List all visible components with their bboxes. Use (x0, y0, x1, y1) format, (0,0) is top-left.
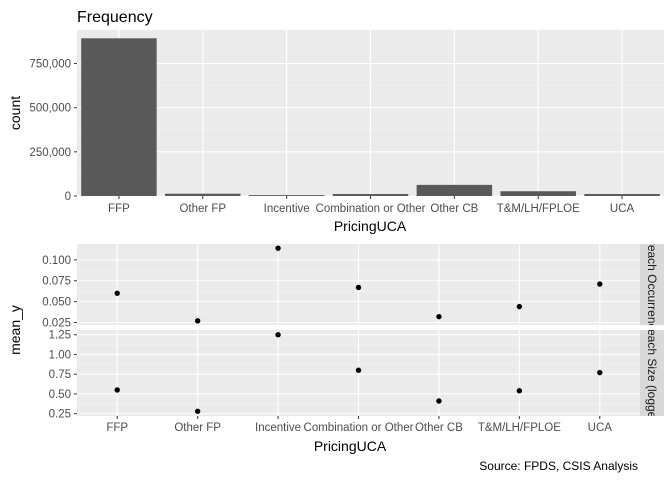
scatter-y-tick-label: 0.100 (42, 255, 71, 267)
scatter-y-tick-label: 0.75 (49, 369, 71, 381)
bar-Combination or Other (332, 194, 409, 196)
facet-strip-top-label: Breach Occurrence (645, 233, 659, 337)
scatter-x-tick-label: Other FP (174, 422, 221, 434)
point-FFP (114, 290, 120, 296)
point-Other FP (194, 318, 201, 324)
point-UCA (597, 281, 603, 287)
facet-strip-bottom-label: Breach Size (logged) (645, 317, 659, 429)
point-UCA (597, 369, 603, 376)
scatter-y-axis-label: mean_y (7, 305, 23, 355)
point-T&M/LH/FPLOE (516, 388, 523, 394)
scatter-y-axis-ticks: 0.025 0.050 0.075 0.100 0.25 0.50 0.75 1.00 1.25 (42, 255, 77, 421)
point-Other CB (436, 313, 442, 320)
scatter-chart: 0.025 0.050 0.075 0.100 0.25 0.50 0.75 1.00 1.25… (7, 233, 664, 454)
bars (81, 38, 660, 196)
scatter-x-tick-label: UCA (588, 422, 613, 434)
point-Combination or Other (355, 367, 362, 373)
bar-Other CB (416, 184, 493, 196)
bar-x-tick-label: T&M/LH/FPLOE (497, 203, 580, 215)
facet-strip-bottom (640, 330, 664, 416)
scatter-x-tick-label: FFP (106, 422, 128, 434)
scatter-points (114, 245, 603, 414)
point-T&M/LH/FPLOE (516, 303, 523, 310)
scatter-x-tick-label: T&M/LH/FPLOE (478, 422, 561, 434)
scatter-x-axis-ticks: FFP Other FP Incentive Combination or Other… (106, 416, 612, 434)
scatter-y-tick-label: 0.075 (42, 276, 71, 288)
source-caption: Source: FPDS, CSIS Analysis (479, 459, 638, 473)
point-FFP (114, 387, 120, 393)
bar-Incentive (248, 195, 325, 196)
scatter-x-tick-label: Incentive (255, 422, 301, 434)
bar-y-tick-label: 250,000 (29, 147, 71, 159)
bar-x-axis-ticks: FFP Other FP Incentive Combination or Other… (108, 196, 635, 215)
scatter-y-tick-label: 1.25 (49, 330, 71, 342)
bar-y-axis-label: count (7, 96, 23, 130)
scatter-x-tick-label: Combination or Other (304, 422, 414, 434)
bar-T&M/LH/FPLOE (500, 191, 576, 196)
scatter-x-tick-label: Other CB (415, 422, 463, 434)
point-Other FP (194, 408, 201, 414)
bar-x-tick-label: Combination or Other (316, 203, 426, 215)
bar-x-tick-label: Other CB (430, 203, 478, 215)
point-Combination or Other (355, 284, 362, 291)
bar-y-tick-label: 500,000 (29, 103, 71, 115)
bar-y-axis-ticks: 0 250,000 500,000 750,000 (29, 59, 77, 203)
bar-x-tick-label: UCA (610, 203, 635, 215)
scatter-y-tick-label: 1.00 (49, 349, 71, 361)
scatter-y-tick-label: 0.25 (49, 409, 71, 421)
scatter-gridlines (77, 244, 640, 416)
facet-strip-top (640, 244, 664, 325)
scatter-x-axis-label: PricingUCA (314, 438, 387, 454)
bar-chart: Frequency 0 250,000 500,000 750,000 FFP Othe… (7, 9, 664, 234)
bar-Other FP (165, 193, 241, 196)
scatter-y-tick-label: 0.50 (49, 389, 71, 401)
bar-y-tick-label: 750,000 (29, 59, 71, 71)
bar-FFP (81, 38, 157, 196)
point-Incentive (275, 245, 281, 251)
bar-UCA (584, 194, 660, 196)
bar-x-axis-label: PricingUCA (334, 218, 407, 234)
scatter-y-tick-label: 0.025 (42, 317, 71, 329)
point-Other CB (436, 398, 442, 404)
bar-chart-title: Frequency (77, 9, 153, 26)
bar-x-tick-label: FFP (108, 203, 130, 215)
bar-x-tick-label: Incentive (264, 203, 310, 215)
bar-y-tick-label: 0 (65, 191, 71, 203)
point-Incentive (275, 332, 281, 338)
scatter-y-tick-label: 0.050 (42, 297, 71, 309)
bar-x-tick-label: Other FP (179, 203, 226, 215)
